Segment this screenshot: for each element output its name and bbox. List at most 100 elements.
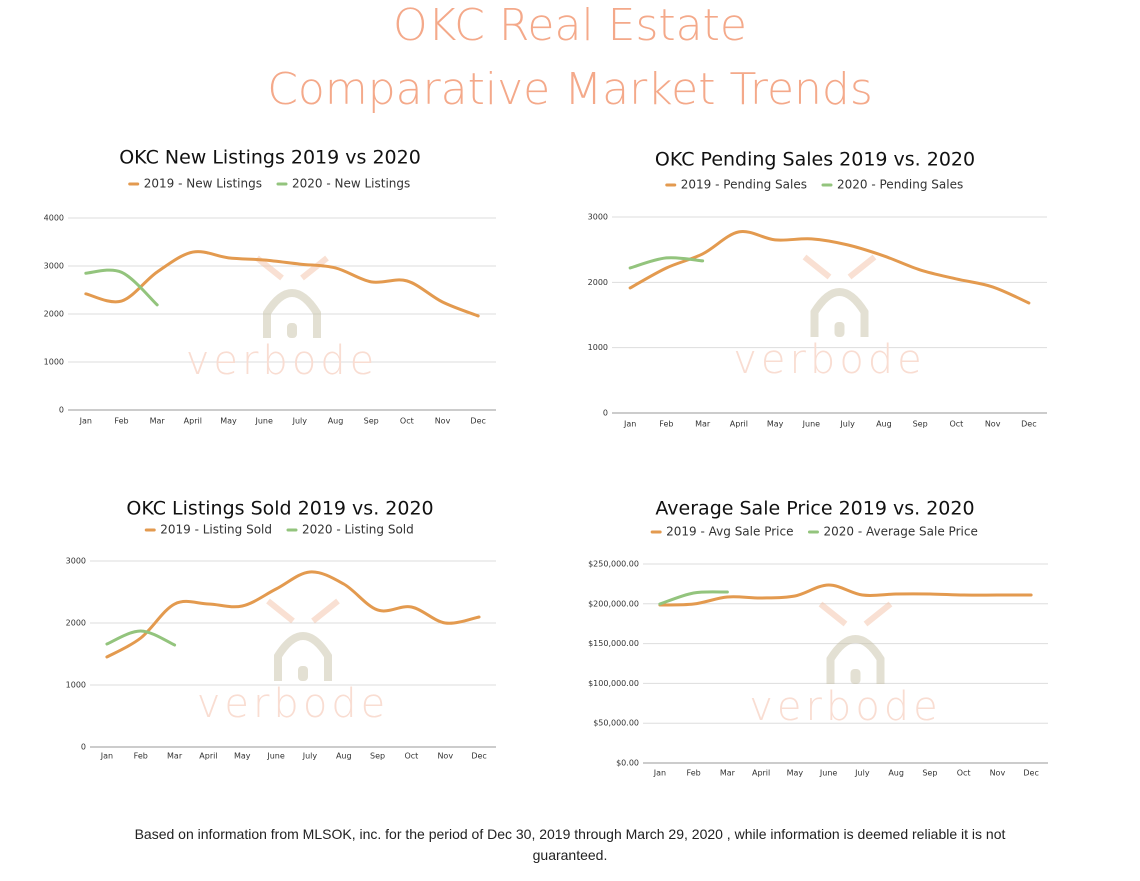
x-tick-label: June bbox=[254, 417, 273, 426]
legend-label: 2019 - Pending Sales bbox=[681, 178, 807, 192]
x-tick-label: Feb bbox=[687, 769, 701, 778]
logo-house bbox=[810, 288, 869, 337]
legend-label: 2020 - Listing Sold bbox=[302, 523, 414, 537]
y-tick-label: $200,000.00 bbox=[588, 599, 639, 608]
x-tick-label: May bbox=[234, 752, 251, 761]
x-tick-label: Sep bbox=[922, 769, 937, 778]
x-tick-label: Oct bbox=[957, 769, 971, 778]
legend-label: 2020 - Average Sale Price bbox=[823, 525, 977, 539]
x-tick-label: Oct bbox=[949, 420, 963, 429]
watermark-logo bbox=[255, 255, 329, 338]
y-tick-label: 2000 bbox=[66, 619, 86, 628]
watermark-logo bbox=[266, 598, 340, 681]
x-tick-label: Dec bbox=[470, 417, 485, 426]
watermark: verbode bbox=[186, 338, 379, 384]
line-series bbox=[84, 250, 480, 318]
x-tick-label: June bbox=[266, 752, 285, 761]
logo-door bbox=[834, 322, 845, 337]
y-tick-label: $50,000.00 bbox=[593, 719, 639, 728]
page-title: OKC Real Estate bbox=[393, 0, 747, 51]
x-tick-label: May bbox=[787, 769, 804, 778]
y-tick-label: 1000 bbox=[44, 358, 64, 367]
y-tick-label: 2000 bbox=[44, 310, 64, 319]
x-tick-label: Feb bbox=[659, 420, 673, 429]
line-series bbox=[105, 570, 481, 659]
infographic: OKC Real Estate Comparative Market Trend… bbox=[44, 0, 1048, 778]
x-tick-label: Jan bbox=[79, 417, 92, 426]
chart-title: Average Sale Price 2019 vs. 2020 bbox=[655, 498, 974, 520]
x-tick-label: May bbox=[767, 420, 784, 429]
x-tick-label: Sep bbox=[370, 752, 385, 761]
logo-house bbox=[274, 632, 332, 681]
footnote: Based on information from MLSOK, inc. fo… bbox=[134, 826, 1006, 863]
logo-door bbox=[287, 323, 297, 338]
y-tick-label: 1000 bbox=[588, 343, 608, 352]
chart-title: OKC New Listings 2019 vs 2020 bbox=[119, 147, 421, 169]
y-tick-label: $0.00 bbox=[616, 759, 639, 768]
logo-leaves bbox=[255, 255, 329, 281]
x-tick-label: Feb bbox=[134, 752, 148, 761]
legend-item: 2019 - New Listings bbox=[128, 177, 262, 191]
x-tick-label: Nov bbox=[435, 417, 451, 426]
x-tick-label: Dec bbox=[1023, 769, 1038, 778]
x-tick-label: April bbox=[199, 752, 217, 761]
logo-leaves bbox=[802, 254, 877, 280]
y-tick-label: $150,000.00 bbox=[588, 639, 639, 648]
legend-label: 2020 - New Listings bbox=[292, 177, 410, 191]
y-tick-label: 0 bbox=[81, 743, 86, 752]
watermark: verbode bbox=[749, 684, 942, 730]
y-tick-label: 3000 bbox=[588, 213, 608, 222]
x-tick-label: July bbox=[854, 769, 870, 778]
x-tick-label: Nov bbox=[990, 769, 1006, 778]
watermark: verbode bbox=[733, 337, 926, 383]
x-tick-label: May bbox=[220, 417, 237, 426]
x-tick-label: Mar bbox=[695, 420, 711, 429]
y-tick-label: 0 bbox=[603, 409, 608, 418]
x-tick-label: Mar bbox=[720, 769, 736, 778]
x-tick-label: July bbox=[302, 752, 318, 761]
y-tick-label: 1000 bbox=[66, 681, 86, 690]
x-tick-label: Oct bbox=[400, 417, 414, 426]
x-tick-label: Aug bbox=[888, 769, 904, 778]
legend-label: 2019 - Listing Sold bbox=[160, 523, 272, 537]
x-tick-label: June bbox=[819, 769, 838, 778]
logo-house bbox=[263, 289, 321, 338]
x-tick-label: Jan bbox=[100, 752, 113, 761]
line-series bbox=[84, 268, 159, 307]
chart-title: OKC Pending Sales 2019 vs. 2020 bbox=[655, 149, 975, 171]
x-tick-label: Sep bbox=[913, 420, 928, 429]
x-tick-label: Mar bbox=[150, 417, 166, 426]
line-series bbox=[658, 583, 1033, 607]
x-tick-label: Jan bbox=[623, 420, 636, 429]
x-tick-label: Oct bbox=[404, 752, 418, 761]
x-tick-label: Aug bbox=[876, 420, 892, 429]
x-tick-label: April bbox=[752, 769, 770, 778]
y-tick-label: $250,000.00 bbox=[588, 560, 639, 569]
logo-leaves bbox=[266, 598, 340, 624]
legend-label: 2019 - Avg Sale Price bbox=[666, 525, 793, 539]
legend-label: 2019 - New Listings bbox=[144, 177, 262, 191]
logo-door bbox=[850, 669, 861, 684]
legend-item: 2019 - Avg Sale Price bbox=[650, 525, 793, 539]
x-tick-label: Mar bbox=[167, 752, 183, 761]
x-tick-label: Dec bbox=[1021, 420, 1036, 429]
y-tick-label: 0 bbox=[59, 406, 64, 415]
y-tick-label: 3000 bbox=[44, 262, 64, 271]
logo-house bbox=[826, 635, 885, 684]
legend-item: 2020 - Listing Sold bbox=[286, 523, 414, 537]
watermark-logo bbox=[802, 254, 877, 337]
line-series bbox=[628, 230, 1031, 305]
legend-label: 2020 - Pending Sales bbox=[837, 178, 963, 192]
y-tick-label: 3000 bbox=[66, 557, 86, 566]
x-tick-label: Aug bbox=[328, 417, 344, 426]
y-tick-label: $100,000.00 bbox=[588, 679, 639, 688]
legend-item: 2019 - Listing Sold bbox=[144, 523, 272, 537]
x-tick-label: Nov bbox=[437, 752, 453, 761]
chart-title: OKC Listings Sold 2019 vs. 2020 bbox=[126, 498, 433, 520]
line-series bbox=[105, 629, 177, 647]
page-title: Comparative Market Trends bbox=[267, 64, 873, 115]
x-tick-label: Feb bbox=[114, 417, 128, 426]
x-tick-label: Sep bbox=[364, 417, 379, 426]
legend-item: 2019 - Pending Sales bbox=[665, 178, 807, 192]
